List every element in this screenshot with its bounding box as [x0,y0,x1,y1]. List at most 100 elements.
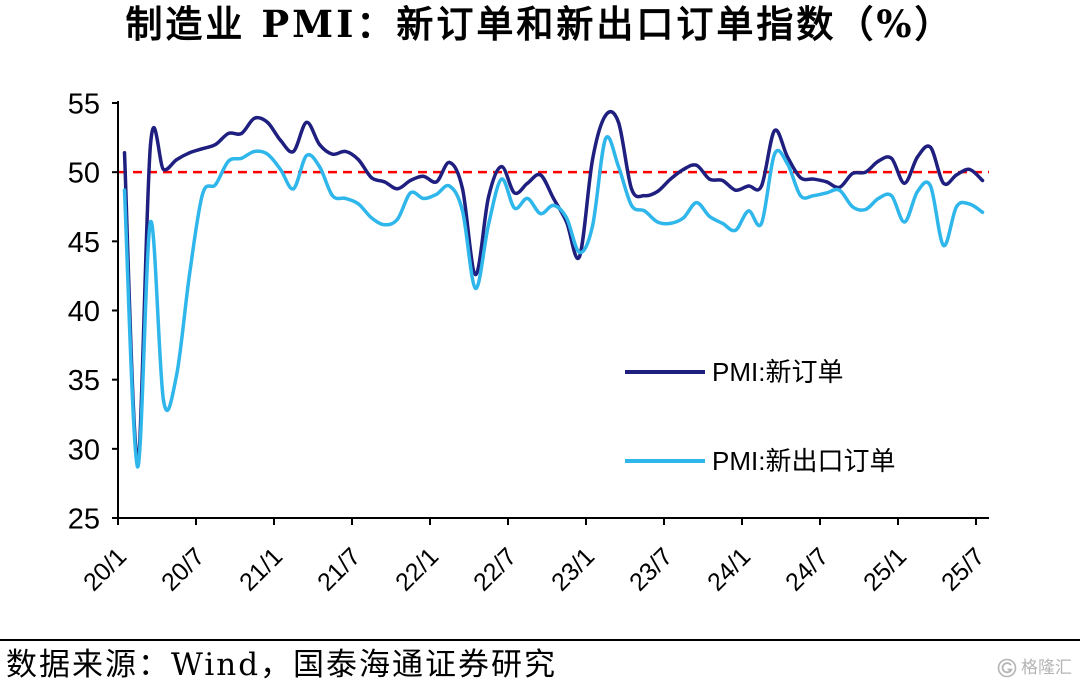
data-point-new-orders [499,165,504,169]
data-point-new-orders [161,167,166,171]
data-point-new-orders [668,177,673,181]
line-chart: 25 30 35 40 45 50 55 20/1 20/7 21/1 21/7 22/1 22/7 23… [68,89,991,597]
data-point-new-export-orders [876,196,881,201]
data-point-new-export-orders [304,153,309,158]
data-point-new-export-orders [174,373,179,378]
data-point-new-orders [551,196,556,201]
legend-item-new-export-orders: PMI:新出口订单 [625,446,895,476]
data-point-new-orders [915,155,920,159]
data-point-new-export-orders [343,196,348,201]
data-point-new-export-orders [408,191,413,195]
data-point-new-orders [460,187,465,191]
data-point-new-export-orders [655,220,660,224]
series-line-new-export-orders [122,135,985,469]
data-point-new-orders [577,254,582,259]
data-point-new-export-orders [486,223,491,227]
data-point-new-export-orders [499,177,504,181]
series-line-new-orders [122,109,985,461]
data-point-new-export-orders [291,187,296,191]
data-point-new-export-orders [551,203,556,207]
data-point-new-orders [512,191,517,195]
data-point-new-orders [928,145,933,149]
data-point-new-export-orders [122,188,127,192]
data-point-new-orders [343,149,348,154]
data-point-new-orders [798,176,803,180]
watermark-logo: 格隆汇 [997,657,1072,679]
data-point-new-orders [486,195,491,199]
data-point-new-export-orders [265,152,270,156]
data-point-new-orders [824,180,829,184]
data-point-new-orders [252,116,257,120]
legend: PMI:新订单 PMI:新出口订单 [625,357,895,476]
y-tick-label: 55 [68,89,100,121]
data-point-new-export-orders [356,202,361,206]
data-point-new-export-orders [824,191,829,195]
data-point-new-export-orders [889,194,894,198]
data-point-new-export-orders [772,152,777,156]
data-point-new-export-orders [863,207,868,212]
data-point-new-export-orders [837,188,842,192]
data-point-new-export-orders [902,220,907,224]
data-point-new-export-orders [330,194,335,198]
data-point-new-orders [655,189,660,194]
data-point-new-export-orders [512,206,517,210]
data-point-new-orders [421,174,426,178]
data-point-new-export-orders [915,189,920,194]
data-point-new-orders [642,194,647,198]
data-point-new-export-orders [525,196,530,201]
data-point-new-orders [629,187,634,191]
data-point-new-export-orders [148,220,153,224]
data-point-new-export-orders [135,465,140,469]
y-tick-label: 45 [68,227,100,259]
legend-item-new-orders: PMI:新订单 [625,357,843,387]
data-point-new-export-orders [382,223,387,227]
footer-divider [0,639,1080,641]
data-point-new-orders [889,156,894,160]
data-point-new-orders [850,171,855,176]
data-point-new-orders [278,138,283,142]
data-point-new-orders [304,120,309,124]
data-point-new-export-orders [473,286,478,290]
y-tick-label: 35 [68,365,100,397]
plot-area: 25 30 35 40 45 50 55 20/1 20/7 21/1 21/7 22/1 22/7 23… [68,89,991,597]
data-point-new-export-orders [278,167,283,171]
data-point-new-export-orders [707,214,712,219]
data-point-new-export-orders [213,183,218,187]
data-point-new-export-orders [629,203,634,207]
data-point-new-export-orders [460,209,465,213]
data-point-new-orders [733,188,738,192]
data-point-new-export-orders [603,137,608,141]
x-tick-label: 23/1 [546,542,600,596]
data-point-new-export-orders [317,165,322,169]
data-point-new-export-orders [642,209,647,213]
data-point-new-orders [317,142,322,147]
data-point-new-orders [681,167,686,171]
watermark-g-icon [997,658,1017,678]
x-tick-label: 20/7 [156,542,210,596]
data-point-new-export-orders [239,156,244,160]
data-point-new-export-orders [252,149,257,154]
data-point-new-orders [447,160,452,165]
data-point-new-orders [239,131,244,136]
chart-title: 制造业 PMI：新订单和新出口订单指数（%） [125,2,955,46]
data-point-new-export-orders [161,398,166,403]
data-point-new-orders [434,180,439,184]
data-point-new-orders [122,151,127,155]
data-point-new-export-orders [811,194,816,198]
data-point-new-export-orders [733,228,738,232]
data-point-new-export-orders [395,217,400,221]
data-point-new-export-orders [226,159,231,163]
data-point-new-export-orders [668,221,673,225]
axes: 25 30 35 40 45 50 55 20/1 20/7 21/1 21/7 22/1 22/7 23… [68,89,991,597]
x-tick-label: 23/7 [624,542,678,596]
y-tick-label: 40 [68,296,100,328]
data-point-new-export-orders [616,165,621,169]
x-tick-label: 20/1 [78,542,132,596]
data-point-new-export-orders [746,209,751,213]
series-new-export-orders [122,135,985,469]
data-point-new-orders [759,184,764,188]
data-point-new-orders [395,187,400,191]
data-point-new-orders [382,180,387,184]
x-tick-label: 25/1 [858,542,912,596]
data-point-new-orders [369,176,374,180]
